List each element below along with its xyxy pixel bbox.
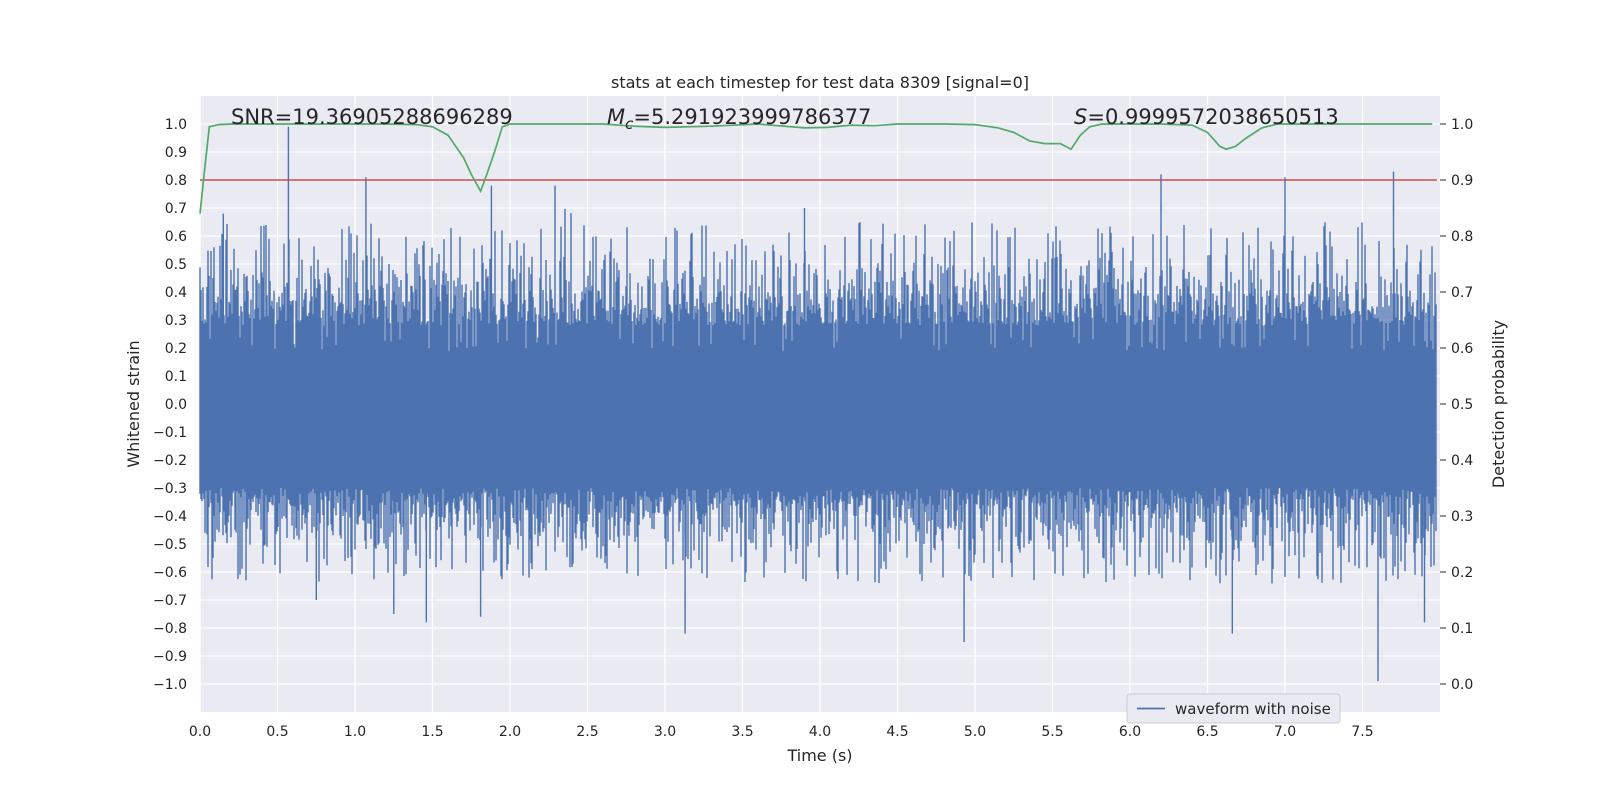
s-value: =0.9999572038650513 (1087, 105, 1338, 129)
x-tick-label: 6.5 (1196, 724, 1218, 740)
y-axis-left: 1.0 0.9 0.8 0.7 0.6 0.5 0.4 0.3 0.2 0.1 0.0 −0.1 −0.… (153, 117, 187, 693)
y-axis-right-label: Detection probability (1489, 320, 1508, 488)
x-tick-label: 2.5 (576, 724, 598, 740)
y-right-tick-label: 0.3 (1451, 509, 1473, 525)
y-tick-label: −1.0 (153, 677, 187, 693)
y-right-tick-label: 0.8 (1451, 229, 1473, 245)
mc-value: =5.291923999786377 (633, 105, 871, 129)
x-tick-label: 4.5 (886, 724, 908, 740)
x-tick-label: 0.5 (266, 724, 288, 740)
y-right-tick-label: 1.0 (1451, 117, 1473, 133)
y-tick-label: −0.7 (153, 593, 187, 609)
y-tick-label: 0.9 (165, 145, 187, 161)
x-tick-label: 6.0 (1119, 724, 1141, 740)
y-right-tick-label: 0.2 (1451, 565, 1473, 581)
y-tick-label: 0.0 (165, 397, 187, 413)
y-tick-label: −0.2 (153, 453, 187, 469)
y-axis-right: 1.0 0.9 0.8 0.7 0.6 0.5 0.4 0.3 0.2 0.1 0.0 (1440, 117, 1473, 693)
y-right-tick-label: 0.9 (1451, 173, 1473, 189)
y-tick-label: 0.6 (165, 229, 187, 245)
y-right-tick-label: 0.4 (1451, 453, 1473, 469)
y-right-tick-label: 0.0 (1451, 677, 1473, 693)
y-tick-label: 0.7 (165, 201, 187, 217)
y-tick-label: 0.8 (165, 173, 187, 189)
x-tick-label: 5.0 (964, 724, 986, 740)
x-tick-label: 0.0 (189, 724, 211, 740)
y-tick-label: 0.5 (165, 257, 187, 273)
chart-title: stats at each timestep for test data 830… (611, 73, 1029, 92)
y-tick-label: −0.6 (153, 565, 187, 581)
mc-symbol: M (607, 105, 625, 129)
y-tick-label: 0.2 (165, 341, 187, 357)
x-tick-label: 3.5 (731, 724, 753, 740)
y-tick-label: −0.8 (153, 621, 187, 637)
probability-line (199, 123, 1433, 214)
y-right-tick-label: 0.6 (1451, 341, 1473, 357)
y-tick-label: −0.5 (153, 537, 187, 553)
legend-label: waveform with noise (1175, 700, 1331, 718)
snr-annotation: SNR=19.36905288696289 (231, 105, 513, 129)
y-right-tick-label: 0.7 (1451, 285, 1473, 301)
s-symbol: S (1074, 105, 1087, 129)
legend: waveform with noise (1126, 693, 1341, 724)
chirp-mass-annotation: Mc=5.291923999786377 (607, 105, 871, 133)
x-tick-label: 4.0 (809, 724, 831, 740)
score-annotation: S=0.9999572038650513 (1074, 105, 1339, 129)
y-tick-label: −0.1 (153, 425, 187, 441)
y-tick-label: −0.9 (153, 649, 187, 665)
y-tick-label: −0.4 (153, 509, 187, 525)
x-tick-label: 1.0 (344, 724, 366, 740)
y-tick-label: 0.4 (165, 285, 187, 301)
y-tick-label: 1.0 (165, 117, 187, 133)
waveform-series (199, 126, 1437, 682)
x-tick-label: 7.0 (1274, 724, 1296, 740)
x-axis-label: Time (s) (786, 746, 852, 765)
x-tick-label: 1.5 (421, 724, 443, 740)
y-tick-label: 0.3 (165, 313, 187, 329)
x-axis: 0.0 0.5 1.0 1.5 2.0 2.5 3.0 3.5 4.0 4.5 5.0 5.5 6.0 6… (189, 724, 1374, 740)
y-right-tick-label: 0.5 (1451, 397, 1473, 413)
x-tick-label: 2.0 (499, 724, 521, 740)
y-tick-label: −0.3 (153, 481, 187, 497)
x-tick-label: 5.5 (1041, 724, 1063, 740)
y-right-tick-label: 0.1 (1451, 621, 1473, 637)
waveform-line (199, 126, 1437, 682)
x-tick-label: 3.0 (654, 724, 676, 740)
y-tick-label: 0.1 (165, 369, 187, 385)
legend-box (1126, 693, 1341, 724)
y-axis-label: Whitened strain (124, 340, 143, 467)
mc-subscript: c (625, 115, 634, 133)
x-tick-label: 7.5 (1351, 724, 1373, 740)
